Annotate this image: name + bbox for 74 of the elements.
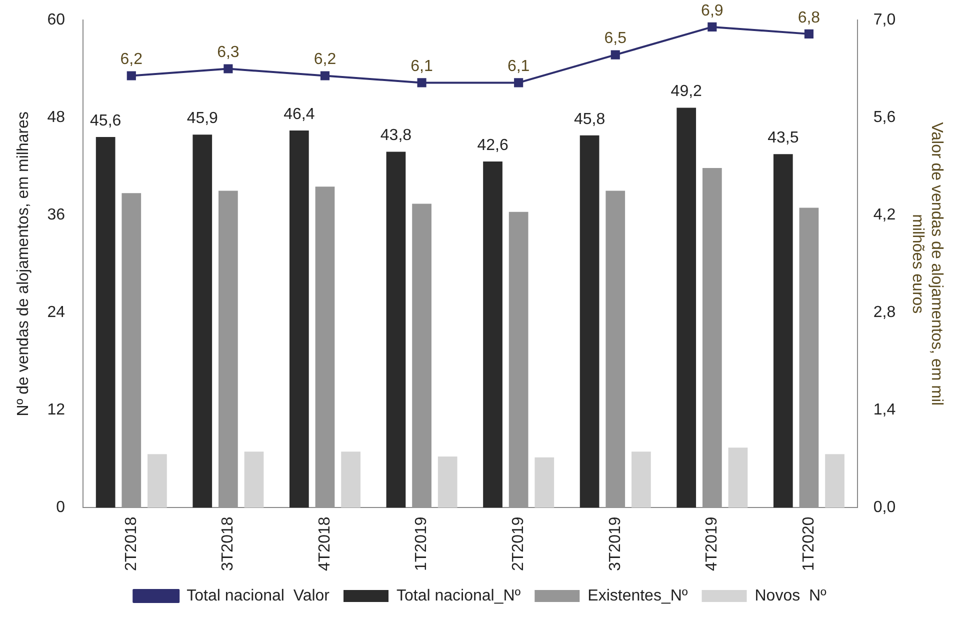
y2-tick-label: 7,0 xyxy=(873,11,896,28)
bar xyxy=(341,452,360,508)
x-tick-label: 1T2020 xyxy=(800,516,818,571)
bar xyxy=(218,190,238,508)
bar xyxy=(508,212,528,508)
legend-label: Total nacional Valor xyxy=(186,587,330,604)
y-tick-label: 60 xyxy=(47,11,66,28)
data-label: 43,5 xyxy=(768,130,799,147)
data-label: 45,9 xyxy=(186,110,218,128)
y2-axis-title: Valor de vendas de alojamentos, em mil milhões euros xyxy=(908,122,945,406)
y-tick-label: 36 xyxy=(47,206,66,224)
bar xyxy=(773,154,793,508)
y2-tick-label: 0,0 xyxy=(873,499,896,516)
y-tick-label: 12 xyxy=(47,402,66,419)
bar xyxy=(192,134,212,508)
point xyxy=(126,71,136,80)
data-label: 45,8 xyxy=(574,110,606,128)
bar xyxy=(606,190,626,508)
x-tick-label: 1T2019 xyxy=(413,516,430,571)
point xyxy=(320,71,330,80)
point xyxy=(417,78,426,88)
bar xyxy=(412,204,432,508)
bar xyxy=(438,456,458,508)
point xyxy=(224,64,233,74)
point xyxy=(708,22,717,32)
bar xyxy=(728,448,748,508)
data-label: 43,8 xyxy=(380,127,412,144)
y-tick-label: 0 xyxy=(56,499,66,516)
point xyxy=(610,50,620,60)
data-label: 6,2 xyxy=(314,51,336,68)
y-tick-label: 48 xyxy=(47,108,66,126)
bar xyxy=(825,454,844,508)
bar xyxy=(676,108,696,508)
data-label: 6,3 xyxy=(217,44,240,62)
data-label: 6,1 xyxy=(410,58,433,76)
x-tick-label: 4T2019 xyxy=(704,516,721,571)
bar xyxy=(702,168,722,508)
data-label: 6,1 xyxy=(507,58,530,76)
x-tick-label: 2T2018 xyxy=(122,516,140,571)
bar xyxy=(96,137,116,508)
bar xyxy=(580,135,600,508)
data-label: 45,6 xyxy=(90,112,122,130)
data-label: 42,6 xyxy=(477,136,508,154)
x-tick-label: 3T2019 xyxy=(606,516,624,571)
y2-tick-label: 1,4 xyxy=(873,402,896,419)
data-label: 6,9 xyxy=(701,2,724,20)
y2-tick-label: 4,2 xyxy=(873,206,896,224)
bar xyxy=(386,152,406,508)
y2-tick-label: 5,6 xyxy=(873,108,896,126)
x-tick-label: 2T2019 xyxy=(510,516,527,571)
y-tick-label: 24 xyxy=(47,304,66,322)
bar xyxy=(122,193,142,508)
bar xyxy=(483,161,502,508)
data-label: 46,4 xyxy=(284,106,315,123)
bar xyxy=(315,186,335,508)
bar xyxy=(534,457,554,508)
legend-label: Existentes_Nº xyxy=(588,587,688,604)
legend-label: Total nacional_Nº xyxy=(396,587,521,604)
legend-label: Novos Nº xyxy=(754,587,827,604)
bar xyxy=(632,452,651,508)
bar xyxy=(244,452,264,508)
bar xyxy=(799,208,819,508)
data-label: 49,2 xyxy=(670,83,702,100)
bar xyxy=(148,454,167,508)
x-tick-label: 3T2018 xyxy=(220,516,237,571)
point xyxy=(514,78,524,88)
x-tick-label: 4T2018 xyxy=(316,516,334,571)
y2-tick-label: 2,8 xyxy=(873,304,896,322)
bar xyxy=(289,130,309,508)
data-label: 6,2 xyxy=(120,51,143,68)
point xyxy=(804,29,814,38)
data-label: 6,5 xyxy=(604,30,627,48)
data-label: 6,8 xyxy=(798,9,820,26)
y-axis-title: Nº de vendas de alojamentos, em milhares xyxy=(15,112,32,416)
